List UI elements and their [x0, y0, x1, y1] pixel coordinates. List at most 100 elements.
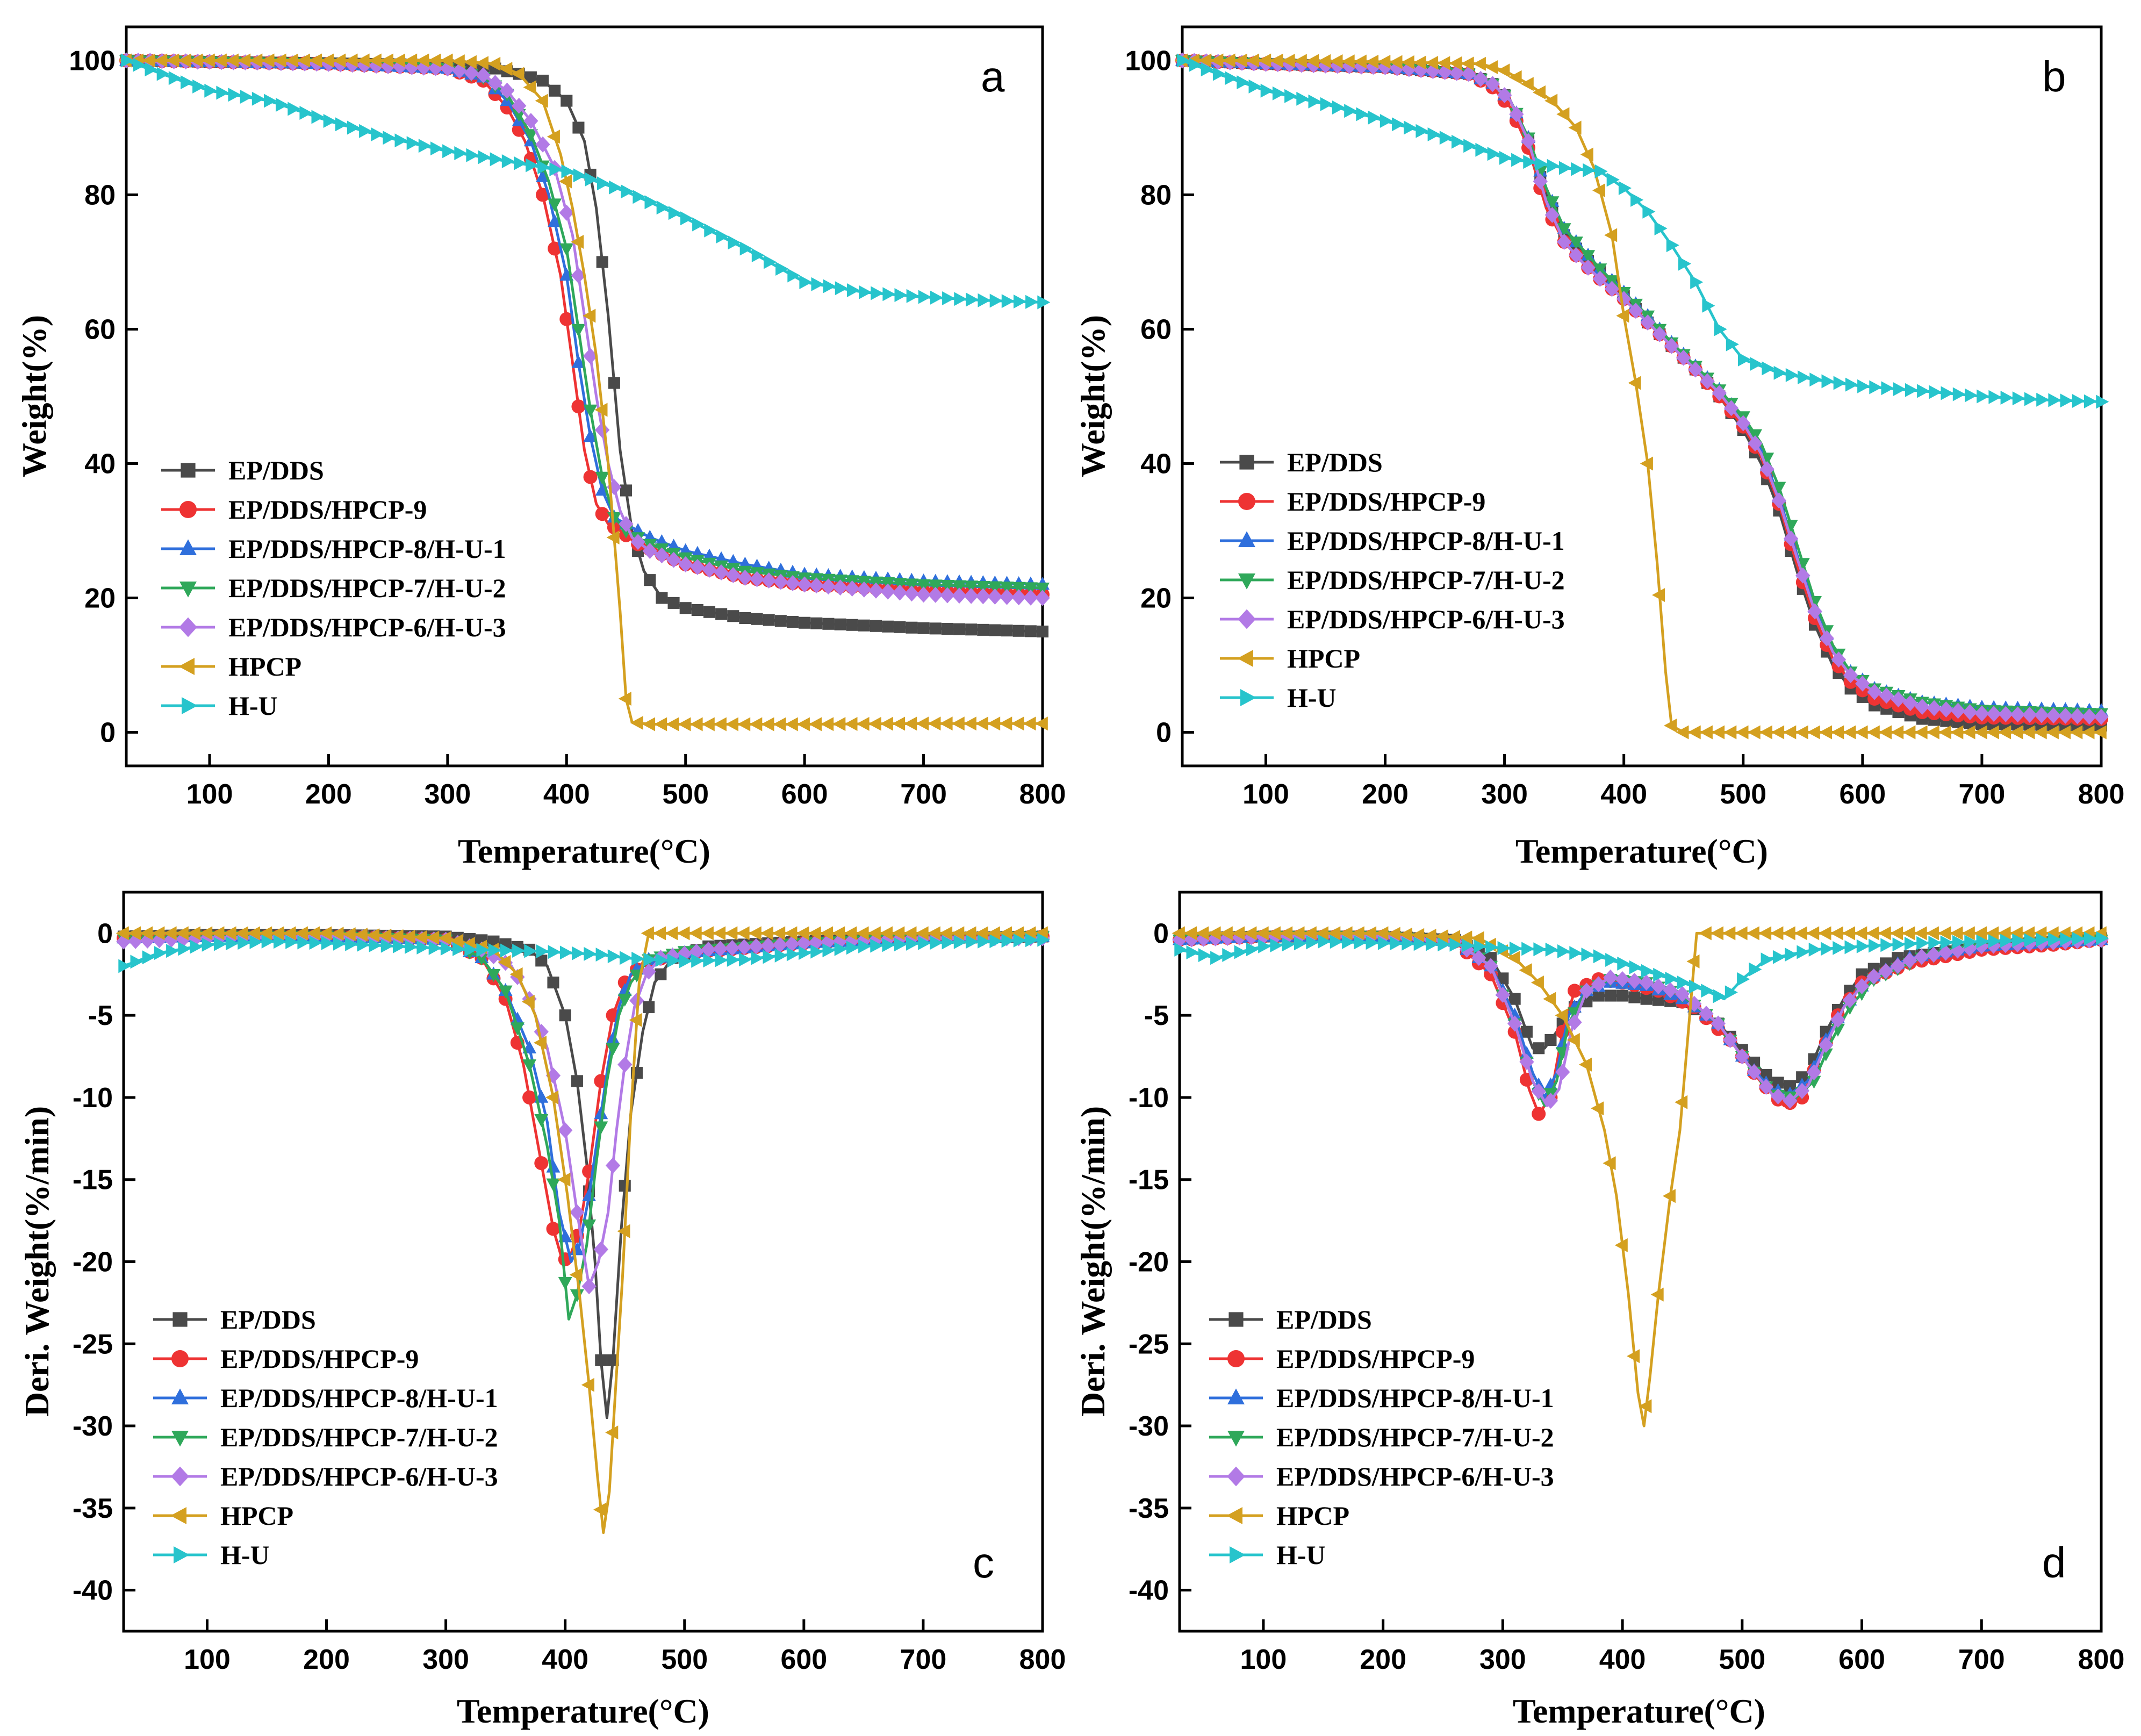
legend-label: EP/DDS/HPCP-8/H-U-1	[220, 1383, 498, 1413]
data-point	[605, 1157, 621, 1174]
data-point	[1034, 716, 1048, 731]
data-point	[725, 717, 738, 731]
x-axis-title: Temperature(°C)	[458, 832, 710, 870]
legend-marker	[170, 1507, 186, 1524]
data-point	[929, 622, 942, 635]
data-point	[1926, 926, 1939, 941]
data-point	[701, 717, 715, 731]
data-point	[868, 716, 881, 731]
y-tick-label: -10	[73, 1082, 113, 1114]
data-point	[617, 1056, 633, 1073]
data-point	[1423, 929, 1436, 943]
data-point	[1270, 938, 1283, 952]
data-point	[1713, 989, 1726, 1003]
legend-marker	[1227, 1431, 1245, 1447]
data-point	[903, 926, 917, 941]
data-point	[573, 168, 586, 183]
data-point	[1521, 942, 1535, 956]
data-point	[570, 1204, 585, 1221]
data-point	[772, 926, 786, 941]
data-point	[846, 619, 858, 631]
data-point	[1222, 948, 1235, 962]
data-point	[1891, 725, 1904, 740]
data-point	[1246, 53, 1259, 68]
x-tick-label: 700	[1958, 1644, 2005, 1675]
y-tick-label: -30	[73, 1411, 113, 1442]
data-point	[1591, 1101, 1604, 1116]
data-point	[572, 946, 585, 960]
legend-entry-ep-dds-hpcp-9: EP/DDS/HPCP-9	[153, 1344, 419, 1374]
x-tick-label: 400	[1600, 779, 1647, 810]
legend-entry-ep-dds-hpcp-6-h-u-3: EP/DDS/HPCP-6/H-U-3	[153, 1461, 498, 1491]
data-point	[784, 926, 798, 941]
data-point	[775, 262, 789, 276]
data-point	[2036, 392, 2050, 407]
legend-label: EP/DDS/HPCP-9	[1287, 486, 1485, 517]
data-point	[1568, 120, 1582, 135]
data-point	[1521, 133, 1536, 149]
data-point	[140, 926, 153, 941]
data-point	[581, 1278, 597, 1295]
data-point	[1604, 228, 1618, 242]
series-layer	[116, 926, 1051, 1534]
data-point	[1988, 390, 2002, 404]
x-axis-title: Temperature(°C)	[457, 1692, 709, 1730]
data-point	[665, 926, 678, 941]
data-point	[2096, 394, 2109, 409]
data-point	[1258, 53, 1271, 68]
data-point	[1698, 926, 1712, 941]
data-point	[834, 618, 846, 630]
data-point	[656, 200, 670, 215]
data-point	[1831, 651, 1847, 668]
data-point	[691, 604, 703, 616]
data-point	[713, 941, 728, 957]
data-point	[1244, 926, 1257, 941]
legend-marker	[179, 539, 197, 555]
data-point	[1627, 973, 1642, 989]
data-point	[1025, 295, 1039, 309]
x-tick-label: 400	[543, 779, 590, 810]
data-point	[2072, 394, 2085, 408]
data-point	[689, 943, 704, 960]
data-point	[1749, 962, 1762, 977]
data-point	[202, 937, 215, 952]
data-point	[1449, 937, 1463, 952]
data-point	[1940, 935, 1953, 950]
data-point	[655, 968, 667, 980]
legend-label: H-U	[1276, 1540, 1326, 1570]
data-point	[1177, 53, 1190, 68]
data-point	[499, 62, 513, 76]
x-tick-label: 600	[1839, 779, 1886, 810]
data-point	[1533, 173, 1548, 190]
data-point	[1950, 702, 1966, 719]
data-point	[1809, 372, 1823, 387]
data-point	[822, 618, 835, 630]
data-point	[2058, 725, 2071, 740]
data-point	[987, 589, 1003, 605]
data-point	[487, 56, 501, 71]
data-point	[476, 56, 488, 70]
data-point	[1785, 948, 1798, 962]
data-point	[1353, 54, 1367, 69]
data-point	[2084, 931, 2097, 946]
data-point	[690, 559, 705, 575]
legend-marker	[1227, 1350, 1245, 1367]
data-point	[1485, 940, 1499, 955]
axis-ticks: 100 200 300 400 500 600 700 800 0 20 40 60 80 100	[69, 46, 1066, 810]
data-point	[703, 953, 716, 968]
data-point	[704, 223, 717, 238]
data-point	[1929, 385, 1942, 399]
data-point	[1210, 53, 1224, 68]
legend-entry-ep-dds: EP/DDS	[1209, 1304, 1372, 1335]
data-point	[1413, 937, 1427, 951]
data-point	[1617, 956, 1630, 971]
data-point	[1377, 55, 1391, 69]
data-point	[1569, 236, 1583, 250]
data-point	[213, 53, 227, 68]
data-point	[238, 936, 251, 950]
data-point	[642, 717, 655, 731]
data-point	[2093, 725, 2107, 740]
data-point	[677, 945, 692, 962]
data-point	[273, 53, 286, 68]
data-point	[1387, 927, 1400, 941]
